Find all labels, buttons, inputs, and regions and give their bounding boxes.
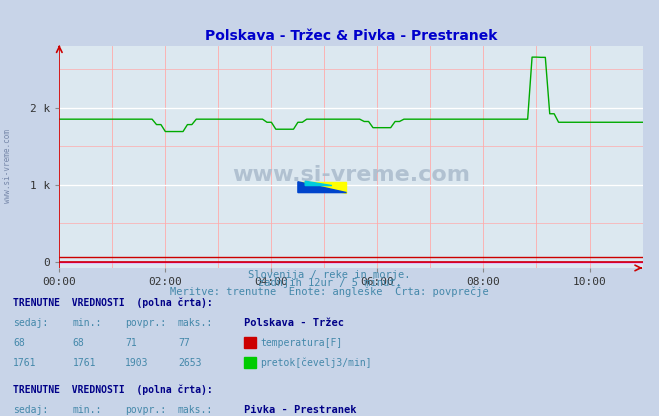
Title: Polskava - Tržec & Pivka - Prestranek: Polskava - Tržec & Pivka - Prestranek <box>205 29 497 43</box>
Text: sedaj:: sedaj: <box>13 405 48 415</box>
Text: 68: 68 <box>13 338 25 348</box>
Text: www.si-vreme.com: www.si-vreme.com <box>232 165 470 185</box>
Polygon shape <box>298 182 347 193</box>
Text: sedaj:: sedaj: <box>13 318 48 328</box>
Text: Slovenija / reke in morje.: Slovenija / reke in morje. <box>248 270 411 280</box>
Text: temperatura[F]: temperatura[F] <box>260 338 343 348</box>
Text: Polskava - Tržec: Polskava - Tržec <box>244 318 344 328</box>
Text: TRENUTNE  VREDNOSTI  (polna črta):: TRENUTNE VREDNOSTI (polna črta): <box>13 384 213 395</box>
Text: 68: 68 <box>72 338 84 348</box>
Text: zadnjih 12ur / 5 minut.: zadnjih 12ur / 5 minut. <box>258 278 401 288</box>
Text: www.si-vreme.com: www.si-vreme.com <box>3 129 13 203</box>
Text: pretok[čevelj3/min]: pretok[čevelj3/min] <box>260 357 372 368</box>
Text: 1761: 1761 <box>72 358 96 368</box>
Text: min.:: min.: <box>72 318 102 328</box>
Text: 1903: 1903 <box>125 358 149 368</box>
Text: Meritve: trenutne  Enote: angleške  Črta: povprečje: Meritve: trenutne Enote: angleške Črta: … <box>170 285 489 297</box>
Text: TRENUTNE  VREDNOSTI  (polna črta):: TRENUTNE VREDNOSTI (polna črta): <box>13 297 213 308</box>
Polygon shape <box>305 181 332 186</box>
Text: maks.:: maks.: <box>178 405 213 415</box>
Text: 1761: 1761 <box>13 358 37 368</box>
Text: 2653: 2653 <box>178 358 202 368</box>
Text: 77: 77 <box>178 338 190 348</box>
Text: povpr.:: povpr.: <box>125 318 166 328</box>
Text: maks.:: maks.: <box>178 318 213 328</box>
Text: min.:: min.: <box>72 405 102 415</box>
Text: Pivka - Prestranek: Pivka - Prestranek <box>244 405 357 415</box>
Text: 71: 71 <box>125 338 137 348</box>
Text: povpr.:: povpr.: <box>125 405 166 415</box>
Polygon shape <box>298 182 347 193</box>
